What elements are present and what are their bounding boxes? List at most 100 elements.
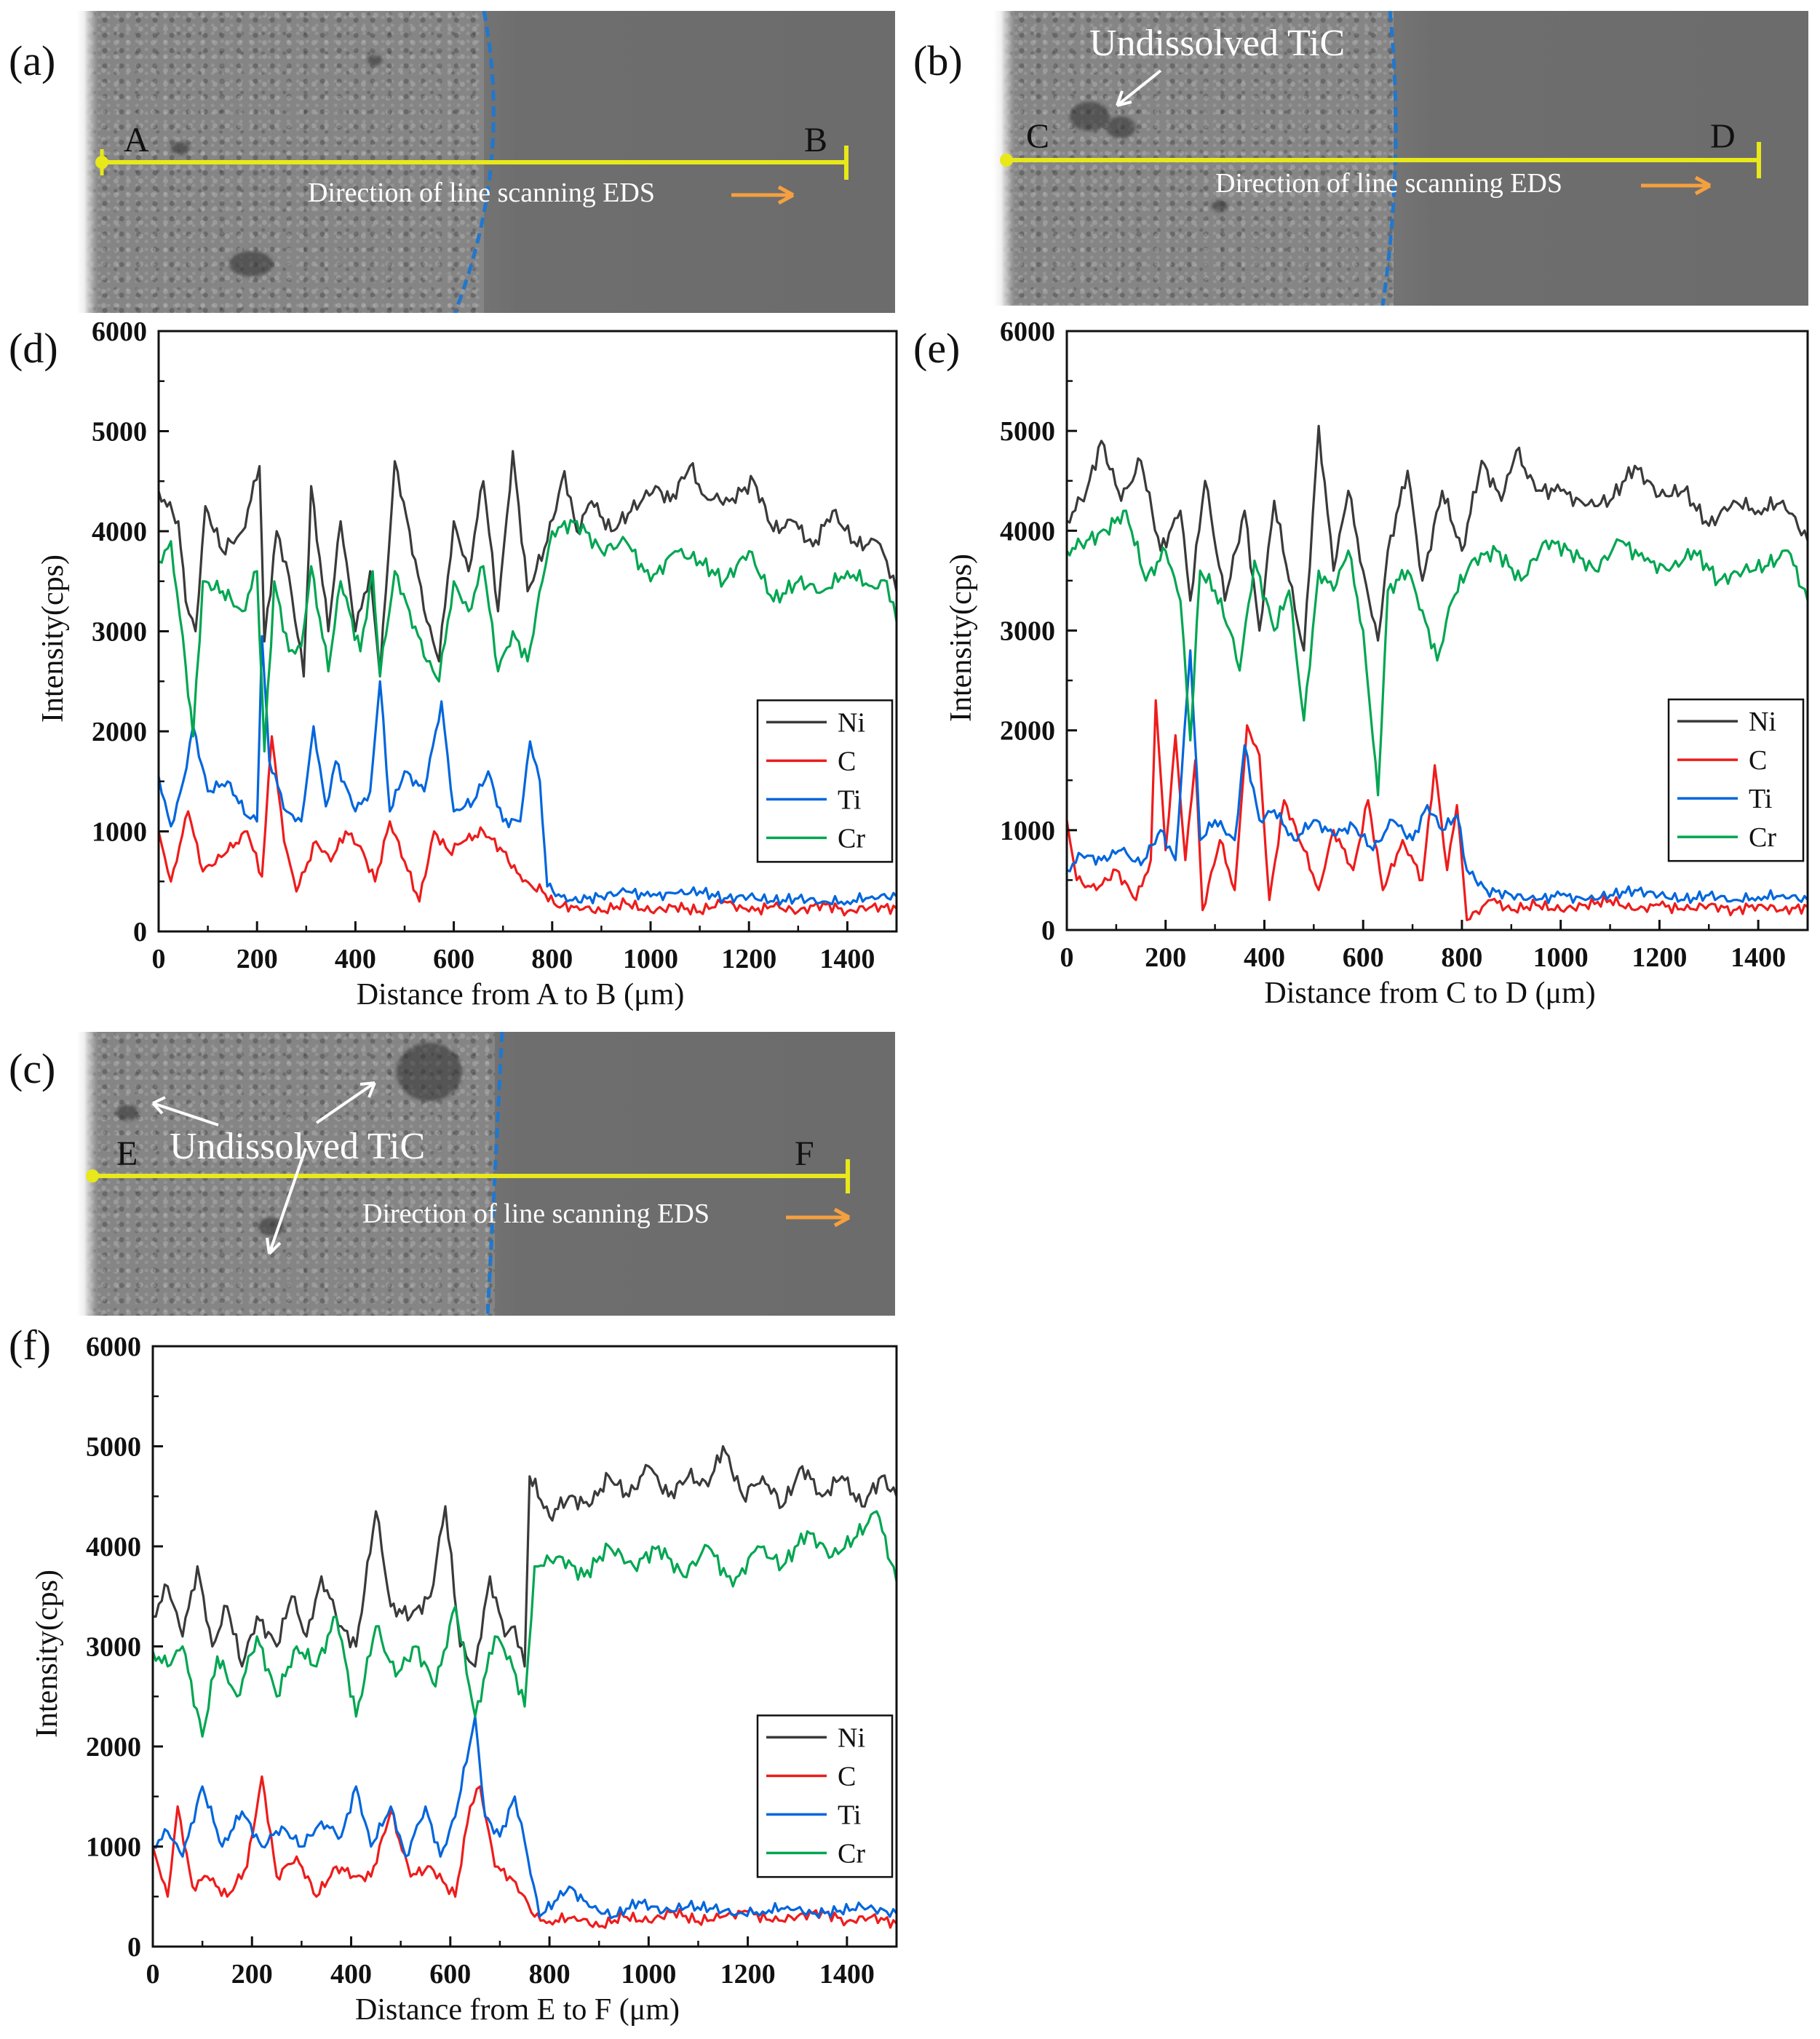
x-tick-label: 1200 — [1632, 942, 1687, 973]
series-line-ni — [1066, 424, 1809, 652]
x-tick-label: 800 — [1441, 942, 1482, 973]
point-label-end: F — [795, 1134, 814, 1173]
x-axis-label: Distance from E to F (μm) — [355, 1993, 680, 2027]
y-tick-label: 5000 — [92, 417, 147, 448]
scan-start-dot — [86, 1169, 99, 1183]
point-label-end: D — [1710, 117, 1736, 156]
plot-f: 0 1000 2000 3000 4000 5000 6000 0 200 400 600 800 10… — [31, 1332, 898, 2027]
legend-label-cr: Cr — [838, 1838, 865, 1869]
y-tick-label: 4000 — [1000, 516, 1055, 546]
direction-text: Direction of line scanning EDS — [1215, 168, 1563, 199]
y-tick-label: 5000 — [1000, 416, 1055, 447]
micrograph-c: Undissolved TiC E F Direction of line sc… — [76, 1032, 895, 1316]
x-axis-label: Distance from A to B (μm) — [357, 978, 685, 1011]
series-line-c — [157, 735, 898, 917]
series-line-c — [151, 1775, 898, 1929]
y-tick-label: 5000 — [86, 1432, 141, 1463]
panel-label-d: (d) — [9, 325, 58, 372]
x-tick-label: 1400 — [819, 1959, 875, 1990]
x-tick-label: 1000 — [1533, 942, 1589, 973]
x-tick-label: 1200 — [721, 944, 776, 974]
legend-label-ni: Ni — [838, 1722, 865, 1753]
legend-box — [756, 1714, 894, 1878]
x-tick-label: 1400 — [1730, 942, 1786, 973]
plot-e: 0 1000 2000 3000 4000 5000 6000 0 200 400 600 800 10… — [945, 317, 1809, 1010]
y-tick-label: 2000 — [86, 1732, 141, 1762]
interface-line — [485, 1032, 504, 1316]
panel-label-c: (c) — [9, 1045, 56, 1092]
scan-start-dot — [1000, 154, 1013, 167]
y-tick-label: 2000 — [92, 717, 147, 747]
series-line-cr — [158, 519, 898, 753]
series-line-ti — [152, 1715, 898, 1920]
plot-frame — [151, 1345, 898, 1948]
y-tick-label: 0 — [127, 1932, 141, 1963]
legend-label-ni: Ni — [838, 707, 865, 738]
undissolved-tic-label: Undissolved TiC — [170, 1126, 426, 1167]
y-tick-label: 6000 — [1000, 317, 1055, 347]
series-line-ti — [1066, 649, 1809, 905]
series-line-cr — [1065, 509, 1809, 797]
x-tick-label: 1200 — [720, 1959, 776, 1990]
legend-label-c: C — [1749, 745, 1767, 776]
x-tick-label: 1000 — [621, 1959, 676, 1990]
x-tick-label: 0 — [152, 944, 166, 974]
panel-label-a: (a) — [9, 37, 56, 84]
x-tick-label: 200 — [1145, 942, 1186, 973]
y-tick-label: 6000 — [92, 317, 147, 347]
series-line-ni — [157, 450, 898, 677]
series-line-ti — [157, 635, 898, 906]
plot-frame — [157, 330, 898, 933]
x-tick-label: 400 — [330, 1959, 372, 1990]
x-tick-label: 800 — [529, 1959, 571, 1990]
x-tick-label: 600 — [1343, 942, 1384, 973]
direction-text: Direction of line scanning EDS — [308, 178, 656, 208]
y-tick-label: 6000 — [86, 1332, 141, 1362]
y-tick-label: 2000 — [1000, 716, 1055, 747]
legend-label-cr: Cr — [1749, 822, 1776, 853]
y-tick-label: 4000 — [86, 1532, 141, 1562]
panel-label-b: (b) — [913, 37, 963, 84]
legend-label-c: C — [838, 746, 856, 776]
x-tick-label: 1400 — [819, 944, 875, 974]
scan-start-dot — [95, 156, 108, 169]
x-tick-label: 1000 — [623, 944, 678, 974]
series-line-ni — [152, 1444, 898, 1668]
y-tick-label: 1000 — [86, 1832, 141, 1863]
legend-box — [1667, 698, 1805, 862]
panel-label-f: (f) — [9, 1321, 51, 1369]
y-tick-label: 3000 — [86, 1632, 141, 1663]
undissolved-tic-label: Undissolved TiC — [1089, 23, 1346, 64]
micrograph-b: Undissolved TiC C D Direction of line sc… — [993, 11, 1808, 306]
y-tick-label: 4000 — [92, 517, 147, 547]
x-axis-label: Distance from C to D (μm) — [1264, 977, 1595, 1010]
legend-label-ni: Ni — [1749, 707, 1776, 737]
direction-text: Direction of line scanning EDS — [362, 1199, 710, 1229]
annotation-arrow — [1116, 69, 1162, 107]
legend-label-c: C — [838, 1761, 856, 1792]
point-label-start: A — [124, 121, 149, 159]
legend-label-cr: Cr — [838, 823, 865, 854]
y-tick-label: 3000 — [1000, 616, 1055, 647]
x-tick-label: 600 — [433, 944, 474, 974]
legend-label-ti: Ti — [838, 1800, 861, 1830]
annotation-arrow — [152, 1102, 219, 1126]
panel-label-e: (e) — [913, 325, 961, 372]
x-tick-label: 200 — [231, 1959, 273, 1990]
legend-label-ti: Ti — [838, 784, 861, 815]
y-axis-label: Intensity(cps) — [36, 555, 70, 723]
y-tick-label: 0 — [1041, 915, 1055, 946]
point-label-start: E — [116, 1134, 138, 1173]
x-tick-label: 400 — [335, 944, 376, 974]
y-axis-label: Intensity(cps) — [31, 1570, 64, 1738]
x-tick-label: 800 — [531, 944, 573, 974]
x-tick-label: 200 — [237, 944, 278, 974]
y-tick-label: 1000 — [1000, 816, 1055, 846]
annotation-arrow — [268, 1148, 307, 1255]
y-tick-label: 1000 — [92, 817, 147, 848]
plot-d: 0 1000 2000 3000 4000 5000 6000 0 200 400 600 800 10… — [36, 317, 898, 1011]
point-label-start: C — [1026, 117, 1050, 156]
x-tick-label: 0 — [146, 1959, 160, 1990]
legend-label-ti: Ti — [1749, 784, 1772, 814]
interface-line — [1380, 11, 1398, 306]
